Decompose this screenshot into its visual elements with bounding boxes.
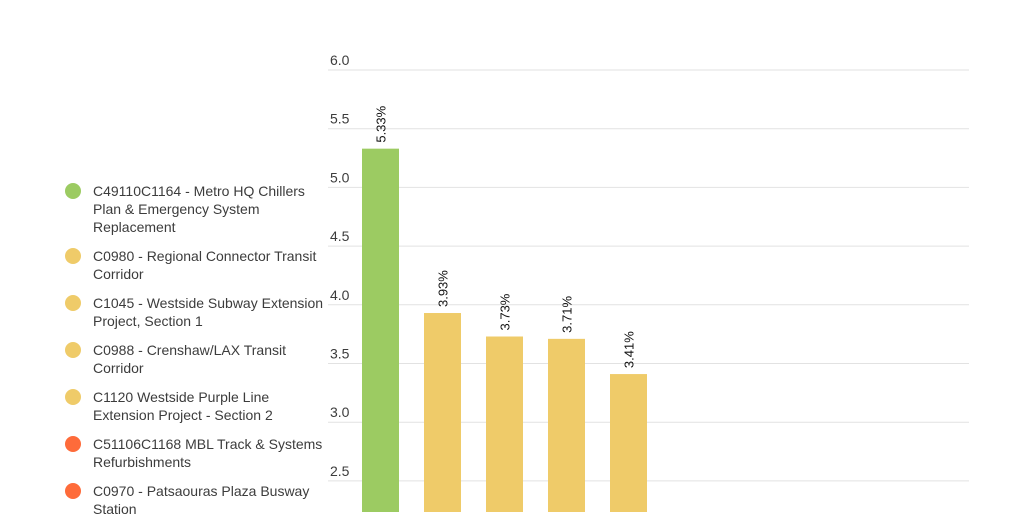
legend-label: C0988 - Crenshaw/LAX Transit Corridor xyxy=(93,342,286,376)
legend-item[interactable]: C49110C1164 - Metro HQ Chillers Plan & E… xyxy=(64,182,329,236)
y-tick-label: 6.0 xyxy=(330,52,350,68)
legend-dot-icon xyxy=(65,248,81,264)
bar xyxy=(548,338,585,512)
legend-dot-icon xyxy=(65,295,81,311)
legend-dot-icon xyxy=(65,342,81,358)
legend-item[interactable]: C0988 - Crenshaw/LAX Transit Corridor xyxy=(64,341,329,377)
legend-dot-icon xyxy=(65,389,81,405)
legend-label: C51106C1168 MBL Track & Systems Refurbis… xyxy=(93,436,323,470)
legend-label: C0980 - Regional Connector Transit Corri… xyxy=(93,248,317,282)
legend-item[interactable]: C1045 - Westside Subway Extension Projec… xyxy=(64,294,329,330)
bar-chart: 6.0 5.5 5.0 4.5 4.0 3.5 3.0 2.5 5.33% 3.93% 3.73% 3… xyxy=(328,52,969,512)
legend-dot-icon xyxy=(65,483,81,499)
bar xyxy=(362,148,399,512)
legend-label: C1045 - Westside Subway Extension Projec… xyxy=(93,295,324,329)
data-label: 3.71% xyxy=(560,296,575,333)
legend-item[interactable]: C0980 - Regional Connector Transit Corri… xyxy=(64,247,329,283)
legend-item[interactable]: C51106C1168 MBL Track & Systems Refurbis… xyxy=(64,435,329,471)
y-tick-label: 3.5 xyxy=(330,346,350,362)
bar xyxy=(610,374,647,512)
legend-item[interactable]: C1120 Westside Purple Line Extension Pro… xyxy=(64,388,329,424)
legend-dot-icon xyxy=(65,436,81,452)
chart-legend: C49110C1164 - Metro HQ Chillers Plan & E… xyxy=(64,182,329,529)
y-tick-label: 4.5 xyxy=(330,228,350,244)
data-label: 3.73% xyxy=(498,293,513,330)
data-label: 3.93% xyxy=(436,270,451,307)
bar xyxy=(424,313,461,512)
y-tick-label: 2.5 xyxy=(330,463,350,479)
legend-dot-icon xyxy=(65,183,81,199)
y-tick-label: 5.5 xyxy=(330,111,350,127)
legend-label: C1120 Westside Purple Line Extension Pro… xyxy=(93,389,273,423)
bar xyxy=(486,336,523,512)
data-label: 5.33% xyxy=(374,105,389,142)
y-tick-label: 4.0 xyxy=(330,287,350,303)
data-label: 3.41% xyxy=(622,331,637,368)
legend-label: C49110C1164 - Metro HQ Chillers Plan & E… xyxy=(93,183,305,235)
y-tick-label: 5.0 xyxy=(330,169,350,185)
y-tick-label: 3.0 xyxy=(330,404,350,420)
